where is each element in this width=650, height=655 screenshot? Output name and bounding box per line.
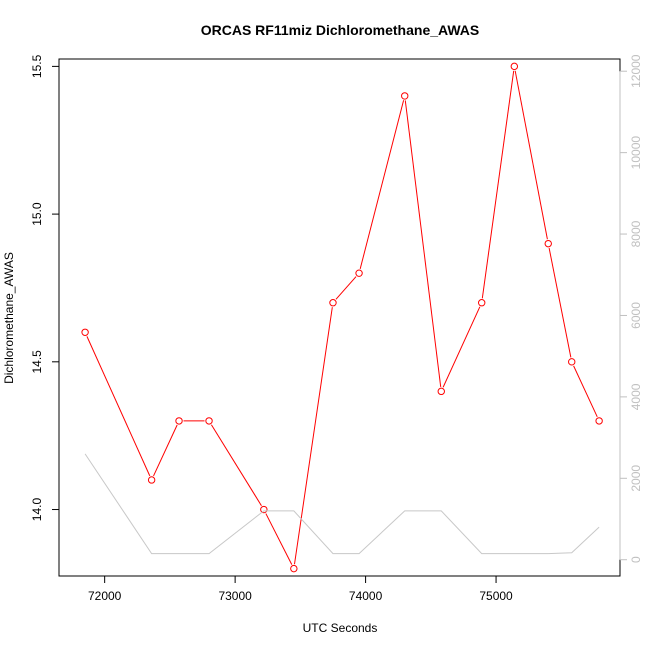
data-point <box>81 328 89 336</box>
series-line-segment <box>293 307 333 565</box>
data-point <box>437 387 445 396</box>
series-line <box>84 453 600 555</box>
data-point <box>478 299 486 307</box>
series-line-segment <box>153 424 178 477</box>
data-point <box>175 417 183 425</box>
x-tick-label: 73000 <box>218 589 252 603</box>
data-point <box>147 476 156 484</box>
axes-layer: 72000 73000 74000 75000 14.0 14.5 15.0 15.5 0 200… <box>30 54 643 603</box>
data-point <box>401 92 409 100</box>
x-tick-label: 72000 <box>88 589 122 603</box>
y2-tick-label: 10000 <box>629 136 643 170</box>
data-point <box>355 269 363 277</box>
y2-tick-label: 12000 <box>629 54 643 88</box>
y2-tick-label: 6000 <box>629 302 643 329</box>
y-axis-label: Dichloromethane_AWAS <box>2 252 16 384</box>
y2-tick-label: 4000 <box>629 383 643 410</box>
y2-tick-label: 0 <box>629 556 643 563</box>
data-point <box>510 62 519 71</box>
series-line-segment <box>359 100 405 269</box>
series-line-segment <box>404 100 442 387</box>
y-tick-label: 14.5 <box>30 350 44 374</box>
series-2 <box>84 453 600 555</box>
data-point <box>595 417 603 425</box>
data-point <box>544 239 552 248</box>
series-line-segment <box>86 336 151 477</box>
series-line-segment <box>265 513 293 565</box>
x-axis-label: UTC Seconds <box>303 621 378 635</box>
data-point <box>329 299 337 307</box>
chart-title: ORCAS RF11miz Dichloromethane_AWAS <box>201 22 480 38</box>
series-1 <box>81 62 603 573</box>
y2-tick-label: 8000 <box>629 220 643 247</box>
series-line-segment <box>481 70 515 299</box>
y-tick-label: 15.0 <box>30 202 44 226</box>
data-point <box>205 417 213 425</box>
data-point <box>290 564 298 573</box>
x-tick-label: 74000 <box>349 589 383 603</box>
series-line-segment <box>335 276 357 300</box>
x-tick-label: 75000 <box>479 589 513 603</box>
data-point <box>568 358 576 366</box>
series-line-segment <box>548 247 572 358</box>
series-line-segment <box>573 365 598 418</box>
y-tick-label: 14.0 <box>30 498 44 522</box>
y-tick-label: 15.5 <box>30 54 44 78</box>
series-line-segment <box>210 424 262 506</box>
data-point <box>260 505 268 514</box>
series-layer <box>81 62 603 573</box>
series-line-segment <box>514 70 548 240</box>
series-line-segment <box>442 306 481 388</box>
y2-tick-label: 2000 <box>629 465 643 492</box>
